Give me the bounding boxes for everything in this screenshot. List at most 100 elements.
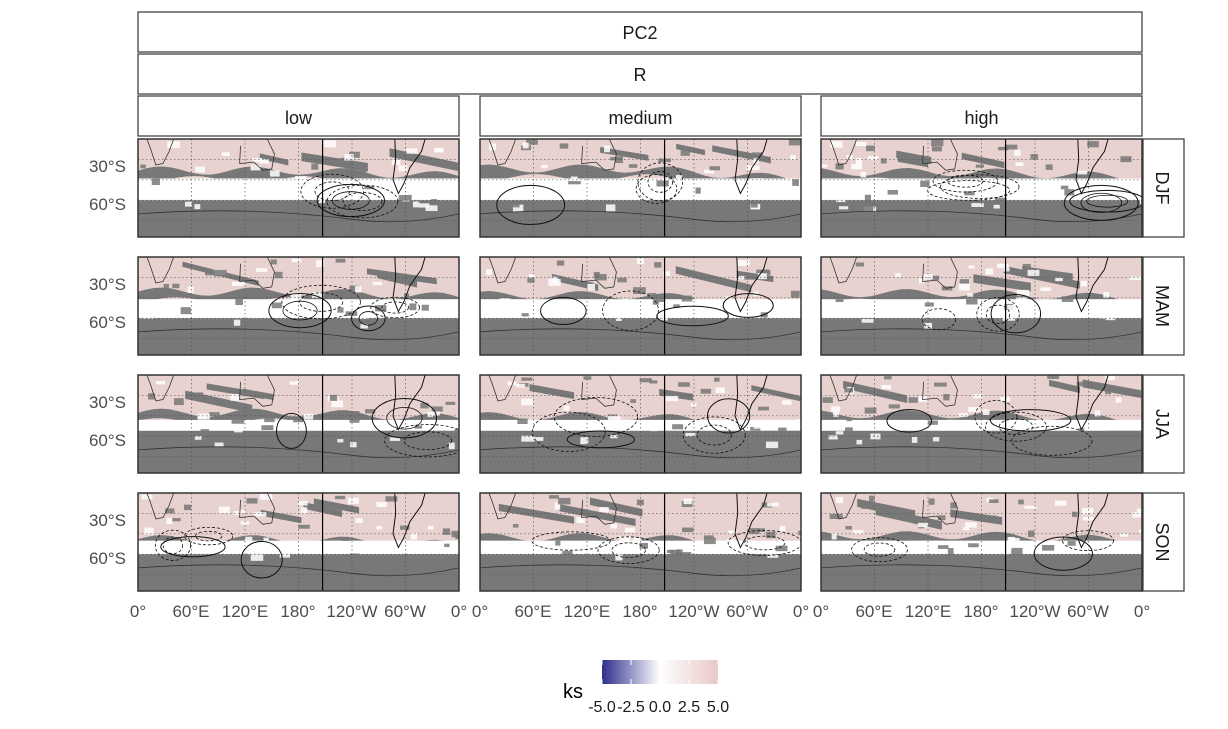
field-cell xyxy=(663,271,671,276)
field-cell xyxy=(950,502,957,509)
field-cell xyxy=(920,180,930,187)
field-cell xyxy=(767,553,779,558)
field-cell xyxy=(148,393,155,400)
field-cell xyxy=(932,437,940,442)
map-panel-medium-mam xyxy=(479,256,802,356)
field-cell xyxy=(690,402,697,407)
field-cell xyxy=(521,377,533,381)
field-not-significant xyxy=(480,200,801,237)
field-cell xyxy=(639,378,652,383)
field-cell xyxy=(831,533,837,540)
field-cell xyxy=(259,493,273,500)
field-cell xyxy=(997,263,1009,268)
field-cell xyxy=(298,524,310,529)
x-tick-label: 120°W xyxy=(326,602,377,621)
field-cell xyxy=(521,313,529,317)
field-cell xyxy=(295,547,309,552)
field-cell xyxy=(489,143,496,151)
field-cell xyxy=(410,533,418,540)
column-strip-high: high xyxy=(820,95,1143,137)
field-cell xyxy=(391,160,401,165)
field-cell xyxy=(964,191,975,196)
field-cell xyxy=(795,419,801,425)
field-cell xyxy=(835,497,844,504)
field-cell xyxy=(290,293,302,300)
field-cell xyxy=(993,204,1000,209)
field-cell xyxy=(398,165,408,172)
field-cell xyxy=(583,376,592,380)
field-cell xyxy=(300,507,308,514)
coastline-australia xyxy=(922,257,958,289)
field-cell xyxy=(862,205,874,212)
field-cell xyxy=(507,381,517,386)
contour-inner xyxy=(744,535,786,551)
contour-inner xyxy=(947,174,984,188)
field-cell xyxy=(1056,307,1069,313)
field-not-significant xyxy=(897,155,929,168)
field-cell xyxy=(389,437,400,441)
contour-negative xyxy=(727,530,801,556)
field-cell xyxy=(334,495,346,500)
field-not-significant xyxy=(1049,379,1081,394)
field-cell xyxy=(177,324,191,331)
contour-positive xyxy=(371,397,438,439)
field-cell xyxy=(615,156,624,164)
contour-inner xyxy=(358,311,378,326)
field-cell xyxy=(270,259,277,265)
field-cell xyxy=(144,527,154,535)
map-panel-high-son xyxy=(820,492,1143,592)
field-cell xyxy=(1082,516,1095,521)
field-cell xyxy=(901,304,909,310)
field-cell xyxy=(703,535,714,539)
contour-positive xyxy=(240,540,283,579)
coastline-south-america xyxy=(734,257,768,313)
field-cell xyxy=(1004,544,1013,549)
coastline-antarctica xyxy=(138,564,459,577)
field-cell xyxy=(675,549,683,556)
field-cell xyxy=(359,313,369,320)
legend-tick-label: 5.0 xyxy=(707,699,729,716)
contour-inner xyxy=(998,418,1034,436)
field-cell xyxy=(397,206,404,210)
field-cell xyxy=(341,536,350,541)
field-cell xyxy=(675,174,683,180)
y-tick-label: 30°S xyxy=(89,393,126,412)
field-cell xyxy=(867,156,879,160)
coastline-south-america xyxy=(1075,493,1109,549)
field-cell xyxy=(982,409,990,416)
field-cell xyxy=(293,416,304,423)
coastline-africa xyxy=(146,493,175,520)
x-tick-label: 180° xyxy=(622,602,657,621)
contour-negative xyxy=(921,308,957,331)
contour-negative xyxy=(974,400,1018,434)
field-cell xyxy=(931,146,942,152)
field-cell xyxy=(163,283,169,289)
field-cell xyxy=(253,512,267,517)
field-cell xyxy=(1071,511,1078,517)
field-cell xyxy=(1136,508,1142,514)
field-not-significant xyxy=(301,152,368,172)
contour-inner xyxy=(282,300,318,321)
field-cell xyxy=(639,542,648,549)
field-near-zero xyxy=(480,419,801,431)
field-cell xyxy=(975,164,985,168)
field-cell xyxy=(672,424,684,430)
field-cell xyxy=(994,197,1007,205)
legend-tick-label: 2.5 xyxy=(678,699,700,716)
field-cell xyxy=(985,268,994,275)
coastline-africa xyxy=(488,375,517,402)
coastline-australia xyxy=(581,493,617,525)
field-cell xyxy=(738,275,747,280)
contour-negative xyxy=(597,536,660,564)
field-cell xyxy=(845,526,852,530)
field-cell xyxy=(230,393,240,401)
field-cell xyxy=(617,277,627,283)
field-cell xyxy=(483,189,493,197)
field-cell xyxy=(140,164,146,169)
field-cell xyxy=(838,206,849,210)
contour-positive xyxy=(160,536,226,558)
field-cell xyxy=(918,278,925,284)
field-cell xyxy=(1132,512,1142,518)
coastline-australia xyxy=(239,257,275,289)
field-cell xyxy=(1002,316,1016,321)
